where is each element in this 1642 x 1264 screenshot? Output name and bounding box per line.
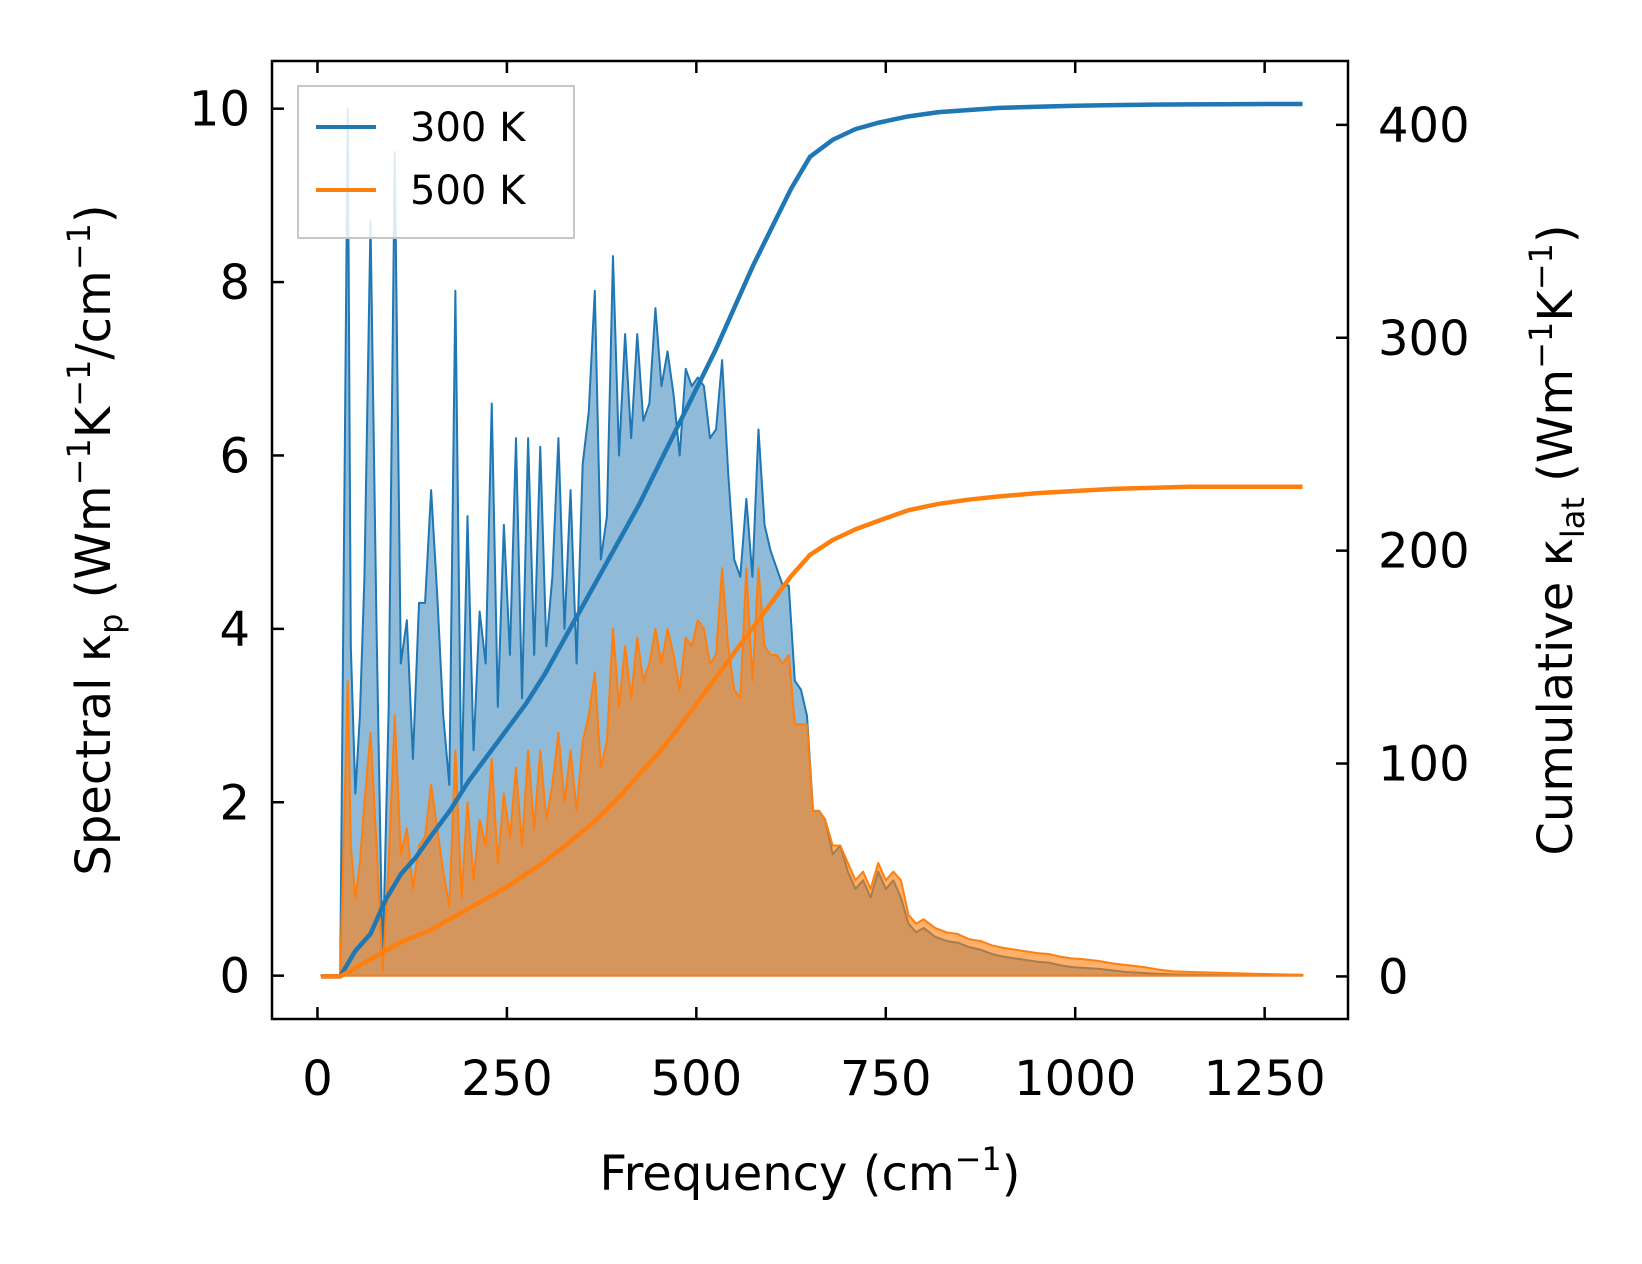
plot-area xyxy=(320,101,1304,979)
cumulative-line-500k xyxy=(321,484,1303,979)
right-y-tick-label: 300 xyxy=(1378,311,1470,367)
legend-label-500k: 500 K xyxy=(410,168,527,214)
left-y-tick-label: 6 xyxy=(219,428,250,484)
cumulative-line-300k xyxy=(321,101,1303,979)
right-y-tick-label: 0 xyxy=(1378,949,1409,1005)
right-y-tick-label: 200 xyxy=(1378,524,1470,580)
legend-box xyxy=(297,85,575,239)
spectral-area-500k xyxy=(320,567,1304,977)
legend: 300 K 500 K xyxy=(297,85,575,239)
right-y-tick-label: 100 xyxy=(1378,737,1470,793)
right-y-axis: 0 100 200 300 400 xyxy=(1336,98,1470,1005)
x-axis: 0 250 500 750 1000 1250 xyxy=(302,61,1326,1107)
legend-label-300k: 300 K xyxy=(410,105,527,151)
axes-frame xyxy=(270,59,1350,1021)
x-tick-label: 750 xyxy=(840,1051,932,1107)
left-y-axis-label: Spectral κp (Wm−1K−1/cm−1) xyxy=(60,204,130,875)
left-y-tick-label: 4 xyxy=(219,602,250,658)
left-y-tick-label: 8 xyxy=(219,255,250,311)
x-tick-label: 250 xyxy=(461,1051,553,1107)
left-y-tick-label: 0 xyxy=(219,949,250,1005)
left-y-tick-label: 2 xyxy=(219,775,250,831)
right-y-axis-label: Cumulative κlat (Wm−1K−1) xyxy=(1522,224,1592,855)
x-tick-label: 500 xyxy=(651,1051,743,1107)
x-tick-label: 0 xyxy=(302,1051,333,1107)
left-y-tick-label: 10 xyxy=(189,82,250,138)
x-tick-label: 1000 xyxy=(1014,1051,1136,1107)
x-axis-label: Frequency (cm−1) xyxy=(599,1140,1020,1202)
right-y-tick-label: 400 xyxy=(1378,98,1470,154)
left-y-axis: 0 2 4 6 8 10 xyxy=(189,82,284,1005)
x-tick-label: 1250 xyxy=(1204,1051,1326,1107)
